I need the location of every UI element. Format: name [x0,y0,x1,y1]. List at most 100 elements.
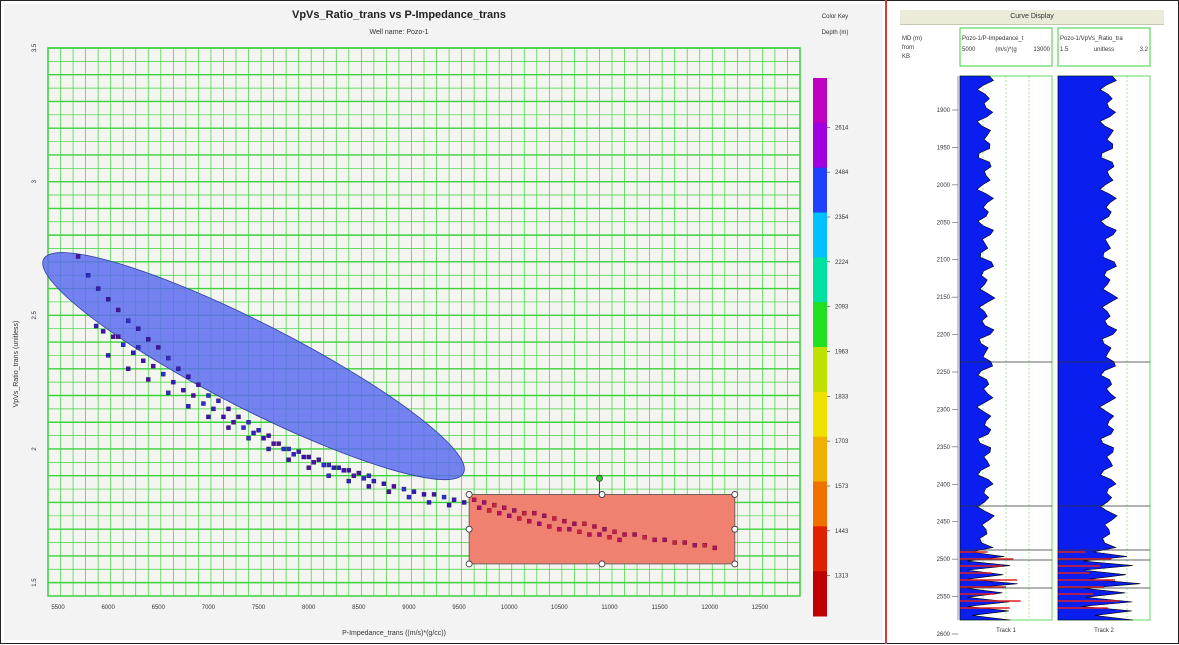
data-point [557,526,562,532]
x-tick-label: 8500 [352,605,366,611]
resize-handle [465,560,473,568]
data-point [712,545,717,551]
crossplot-svg[interactable]: VpVs_Ratio_trans vs P-Impedance_trans We… [4,4,805,640]
data-point [206,414,211,420]
data-point [146,337,151,342]
selection-shapes[interactable] [24,221,739,568]
data-point [476,505,482,510]
depth-tick-label: 2400 [937,482,951,488]
data-point [702,543,707,548]
crossplot-panel: VpVs_Ratio_trans vs P-Impedance_trans We… [4,4,805,640]
track1-units: (m/s)*(g [995,47,1016,53]
chart-title: VpVs_Ratio_trans vs P-Impedance_trans [292,9,506,21]
data-point [486,508,492,513]
x-tick-label: 11500 [652,605,669,611]
color-key-panel: Color Key Depth (m) 2614 2484 2354 2224 2093… [805,4,883,640]
resize-handle [598,560,606,568]
data-point [256,428,261,433]
track2-max: 3.2 [1140,47,1149,53]
data-point [341,468,346,473]
data-point [331,465,336,470]
chart-subtitle: Well name: Pozo-1 [369,29,428,36]
color-key-swatch [813,347,827,393]
data-point [381,481,387,486]
data-point [532,510,537,516]
data-point [166,355,171,361]
data-point [271,441,276,446]
data-point [201,401,206,406]
data-point [105,353,111,358]
curve-display-svg[interactable]: MD (m) from KB Pozo-1/P-Impedance_t 5000… [888,4,1176,636]
color-key-swatch [813,167,827,213]
x-tick-label: 12500 [752,605,769,611]
data-point [547,524,552,529]
depth-tick-label: 2000 [937,183,951,189]
data-point [622,532,627,537]
data-point [527,518,532,524]
data-point [512,508,517,513]
data-point [316,457,321,462]
color-key-swatch [813,257,827,303]
data-point [346,468,351,473]
data-point [85,273,91,278]
data-point [522,510,527,516]
data-point [491,502,497,508]
data-point [682,540,687,545]
resize-handle [598,491,606,498]
data-point [386,489,392,494]
resize-handle [465,491,473,498]
color-key-label: 1573 [835,484,849,490]
depth-tick-label: 1900 [937,108,951,114]
data-point [286,446,291,452]
color-key-title: Color Key [822,14,848,20]
data-point [100,329,106,334]
color-key-label: 1703 [835,439,849,445]
track1-min: 5000 [962,47,976,53]
data-point [471,497,477,502]
color-key-label: 1833 [835,394,849,400]
data-point [326,473,331,478]
color-key-swatch [813,571,827,617]
data-point [306,454,311,460]
data-point [141,358,146,363]
color-key-label: 2093 [835,305,849,311]
depth-tick-label: 2200 [937,333,951,339]
data-point [562,518,567,524]
data-point [481,500,487,505]
data-point [226,406,231,412]
track1-label: Track 1 [996,628,1016,634]
data-point [461,500,467,505]
data-point [366,484,372,489]
log-tracks: 1900 1950 2000 2050 2100 2150 2200 2250 2300 2350… [937,75,1151,636]
selection-rectangle[interactable] [468,494,736,565]
color-key-swatch [813,122,827,169]
y-tick-label: 1.5 [32,578,38,587]
data-point [191,393,196,398]
data-point [206,393,211,398]
data-point [406,494,412,500]
pane-divider[interactable] [885,0,887,644]
data-point [371,478,377,484]
depth-tick-label: 2550 [937,595,951,601]
color-key-bar: 2614 2484 2354 2224 2093 1963 1833 1703 1573 1443… [813,78,849,617]
color-key-label: 1313 [835,574,849,580]
data-point [105,297,111,302]
track2-units: unitless [1094,47,1114,53]
data-point [582,521,587,527]
depth-tick-label: 2450 [937,520,951,526]
depth-tick-label: 2600 [937,632,951,636]
x-tick-label: 7000 [202,605,216,611]
x-axis-label: P-Impedance_trans ((m/s)*(g/cc)) [342,630,446,637]
data-point [126,318,131,323]
track2-header[interactable] [1057,27,1151,67]
track1-header[interactable] [959,27,1053,67]
depth-header-line-3: KB [902,54,910,60]
data-point [146,377,151,382]
depth-header-line-2: from [902,45,914,51]
track2-label: Track 2 [1094,628,1114,634]
resize-handle [731,525,739,533]
color-key-swatch [813,302,827,348]
selection-ellipse[interactable] [24,221,483,511]
data-point [356,470,362,476]
color-key-label: 1443 [835,529,849,535]
